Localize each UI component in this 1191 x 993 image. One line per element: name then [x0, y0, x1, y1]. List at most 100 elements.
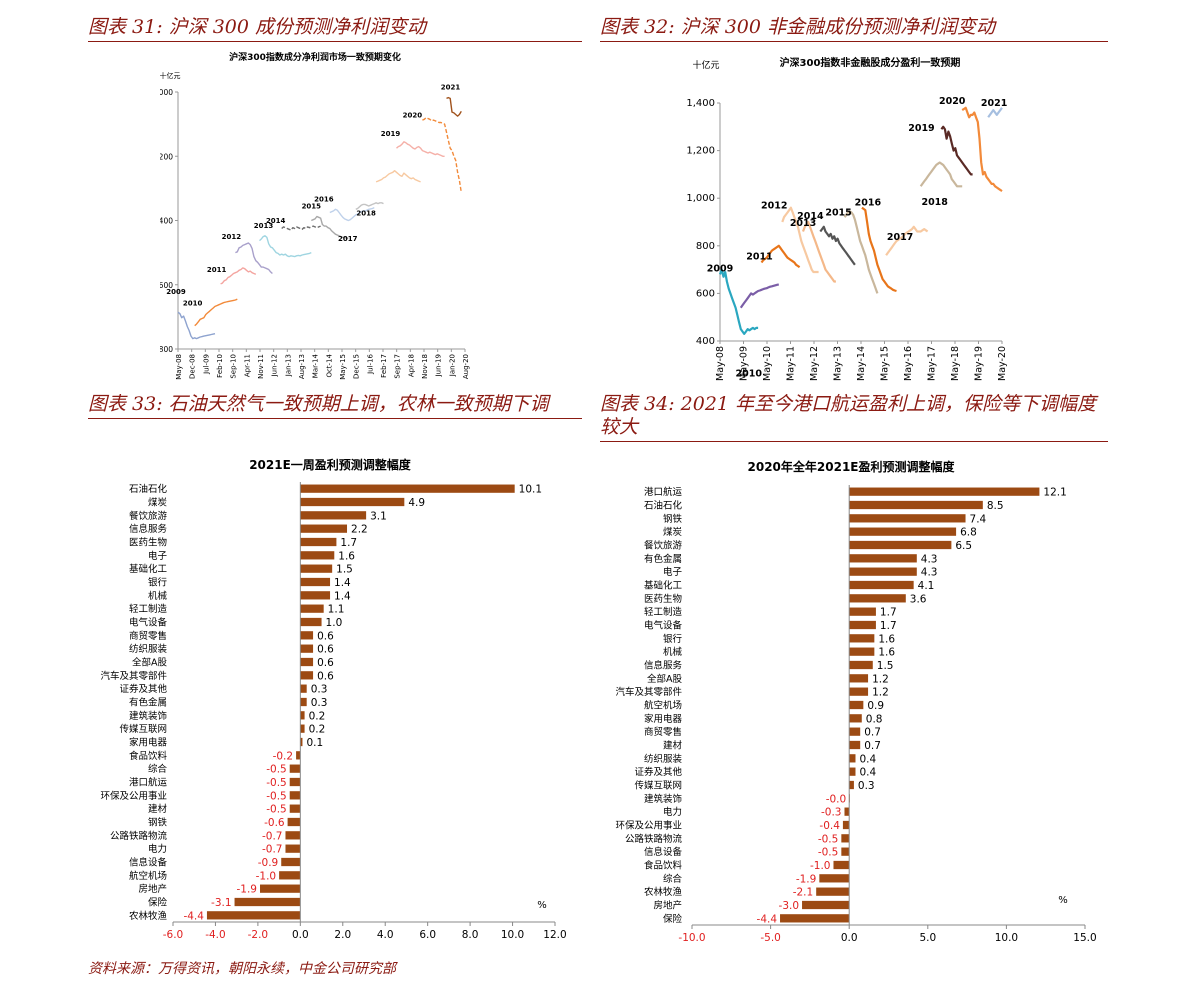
series-label-2018: 2018 — [356, 210, 376, 218]
x-tick-label: 15.0 — [1073, 932, 1096, 944]
data-label: 1.2 — [872, 673, 889, 685]
category-label: 基础化工 — [644, 580, 683, 592]
bar — [300, 511, 367, 520]
data-label: 10.1 — [519, 484, 542, 496]
series-line-2011 — [760, 244, 801, 269]
category-label: 建材 — [663, 740, 683, 752]
category-label: 证券及其他 — [634, 766, 682, 778]
series-label-2019: 2019 — [381, 130, 401, 138]
data-label: 0.2 — [309, 710, 326, 722]
series-label-2021: 2021 — [981, 98, 1007, 109]
category-label: 电气设备 — [644, 620, 683, 632]
category-label: 纺织服装 — [129, 643, 168, 655]
data-label: 1.5 — [336, 564, 353, 576]
bar — [289, 764, 301, 773]
x-tick-label: -4.0 — [205, 929, 226, 941]
data-label: 3.6 — [910, 593, 927, 605]
data-label: 1.1 — [328, 604, 345, 616]
bar — [260, 884, 301, 893]
data-label: 0.3 — [858, 780, 875, 792]
category-label: 电子 — [148, 550, 168, 562]
data-label: -2.1 — [793, 887, 814, 899]
x-tick-label: Jun-19 — [435, 354, 443, 377]
data-label: 4.1 — [918, 580, 935, 592]
bar — [285, 844, 301, 853]
data-label: 1.7 — [340, 537, 357, 549]
data-label: -4.4 — [757, 913, 778, 925]
category-label: 纺织服装 — [644, 753, 683, 765]
bar — [296, 751, 301, 760]
bar — [849, 487, 1040, 496]
series-label-2020: 2020 — [403, 112, 423, 120]
category-label: 环保及公用事业 — [100, 790, 167, 802]
category-label: 建筑装饰 — [129, 710, 167, 722]
data-label: 1.4 — [334, 577, 351, 589]
data-label: 0.6 — [317, 630, 334, 642]
x-tick-label: Feb-10 — [216, 354, 224, 378]
chart-title: 沪深300指数非金融股成分盈利一致预期 — [780, 56, 961, 69]
data-label: -0.5 — [266, 777, 287, 789]
category-label: 信息设备 — [129, 857, 168, 869]
data-label: -0.2 — [273, 750, 294, 762]
category-label: 食品饮料 — [644, 860, 683, 872]
series-label-2016: 2016 — [855, 198, 882, 209]
category-label: 银行 — [663, 633, 683, 645]
chart-title: 2020年全年2021E盈利预测调整幅度 — [748, 459, 956, 474]
x-tick-label: May-17 — [927, 346, 938, 381]
y-tick-label: 1,600 — [160, 281, 173, 290]
x-tick-label: Aug-20 — [462, 354, 470, 379]
series-label-2015: 2015 — [825, 207, 851, 218]
data-label: 1.7 — [880, 620, 897, 632]
panel32-rule — [600, 41, 1108, 42]
data-label: 0.9 — [867, 700, 884, 712]
bar — [849, 727, 861, 736]
category-label: 全部A股 — [132, 657, 167, 669]
panel34-rule — [600, 441, 1108, 442]
data-label: 0.4 — [859, 753, 876, 765]
data-label: -0.7 — [262, 844, 283, 856]
data-label: 0.2 — [309, 724, 326, 736]
bar — [300, 604, 324, 613]
y-tick-label: 3,200 — [160, 152, 173, 161]
series-line-2013 — [259, 235, 312, 258]
series-line-2018 — [919, 161, 963, 188]
data-label: -3.0 — [779, 900, 800, 912]
bar — [849, 700, 864, 710]
series-line-2009 — [177, 311, 216, 340]
category-label: 商贸零售 — [644, 726, 682, 738]
series-line-2017 — [355, 202, 384, 210]
category-label: 轻工制造 — [644, 606, 683, 618]
data-label: 1.6 — [878, 633, 895, 645]
bar — [300, 711, 305, 720]
data-label: 1.2 — [872, 687, 889, 699]
category-label: 港口航运 — [644, 486, 683, 498]
bar — [849, 607, 876, 616]
category-label: 有色金属 — [129, 697, 167, 709]
series-label-2012: 2012 — [222, 233, 242, 241]
series-line-2009 — [718, 268, 759, 335]
x-tick-label: Jan-13 — [284, 354, 292, 377]
x-tick-label: 0.0 — [292, 929, 309, 941]
data-label: -0.5 — [266, 764, 287, 776]
x-tick-label: Oct-14 — [325, 353, 333, 377]
bar — [300, 524, 348, 533]
x-tick-label: Apr-18 — [407, 354, 415, 377]
x-tick-label: May-11 — [786, 346, 797, 381]
x-tick-label: Aug-13 — [298, 354, 306, 379]
data-label: 1.4 — [334, 590, 351, 602]
data-label: 7.4 — [970, 513, 987, 525]
x-tick-label: Jul-16 — [366, 353, 374, 374]
bar — [849, 754, 856, 763]
series-line-2012 — [781, 206, 819, 274]
bar — [300, 484, 515, 493]
bar — [300, 684, 307, 693]
x-tick-label: -5.0 — [760, 932, 781, 944]
data-label: 6.5 — [955, 540, 972, 552]
series-label-2009: 2009 — [707, 264, 733, 275]
bar — [849, 580, 914, 590]
category-label: 建材 — [148, 803, 168, 815]
bar — [300, 591, 331, 600]
x-tick-label: May-08 — [715, 346, 726, 381]
